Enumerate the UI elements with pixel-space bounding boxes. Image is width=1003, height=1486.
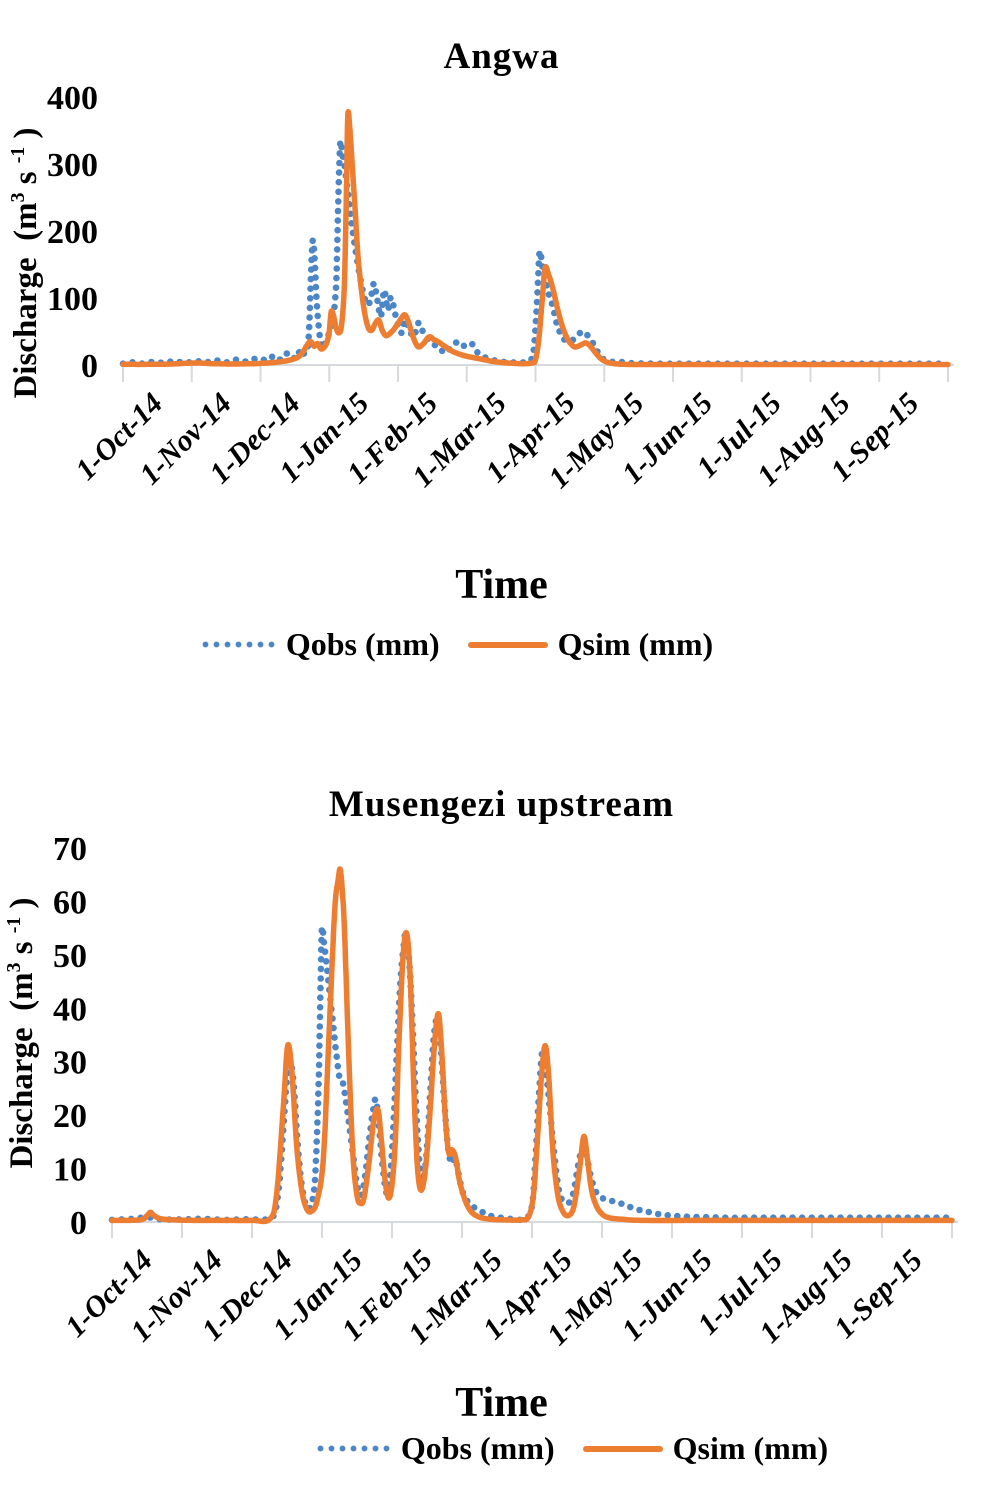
x-axis bbox=[111, 1221, 958, 1238]
y-tick-label: 60 bbox=[53, 884, 87, 921]
y-tick-label: 70 bbox=[53, 831, 87, 868]
plot-area: 0 100 200 300 400 1-Oct-141-Nov-141-Dec-141-J… bbox=[47, 80, 954, 495]
qobs-dots-series bbox=[108, 927, 950, 1224]
x-axis-tick-labels: 1-Oct-141-Nov-141-Dec-141-Jan-151-Feb-15… bbox=[69, 387, 925, 495]
legend-item-qsim: Qsim (mm) bbox=[467, 626, 714, 663]
qsim-line-series bbox=[109, 866, 955, 1225]
y-tick-label: 30 bbox=[53, 1045, 87, 1082]
qsim-line-marker-icon bbox=[582, 1445, 663, 1452]
legend-label-qobs: Qobs (mm) bbox=[400, 1430, 555, 1466]
y-tick-label: 50 bbox=[53, 938, 87, 975]
x-axis-tick-labels: 1-Oct-141-Nov-141-Dec-141-Jan-151-Feb-15… bbox=[59, 1244, 929, 1352]
legend-label-qobs: Qobs (mm) bbox=[285, 626, 440, 662]
y-tick-label: 10 bbox=[53, 1152, 87, 1189]
x-axis-title: Time bbox=[455, 562, 548, 608]
chart-title: Musengezi upstream bbox=[328, 783, 675, 825]
chart-angwa: Angwa Discharge (m3 s -1 ) 0 100 200 300 400… bbox=[0, 35, 958, 663]
x-axis bbox=[122, 364, 954, 382]
legend-item-qobs: Qobs (mm) bbox=[199, 626, 440, 663]
legend: Qobs (mm) Qsim (mm) bbox=[0, 626, 958, 663]
qsim-line-series bbox=[120, 108, 951, 368]
y-tick-label: 100 bbox=[47, 281, 98, 318]
legend-label-qsim: Qsim (mm) bbox=[557, 626, 714, 662]
chart-title: Angwa bbox=[443, 35, 560, 77]
y-axis-tick-labels: 0 100 200 300 400 bbox=[47, 80, 98, 385]
y-axis-tick-labels: 0 10 20 30 40 50 60 70 bbox=[53, 831, 87, 1242]
legend-item-qsim: Qsim (mm) bbox=[582, 1430, 829, 1467]
qobs-dotted-marker-icon bbox=[199, 640, 276, 649]
legend-item-qobs: Qobs (mm) bbox=[314, 1430, 555, 1467]
qobs-dotted-marker-icon bbox=[314, 1444, 391, 1453]
y-tick-label: 20 bbox=[53, 1098, 87, 1135]
y-tick-label: 400 bbox=[47, 80, 98, 117]
y-tick-label: 0 bbox=[81, 348, 98, 385]
qobs-dots-series bbox=[119, 140, 942, 368]
x-axis-title: Time bbox=[455, 1380, 548, 1426]
qsim-line-marker-icon bbox=[467, 641, 548, 648]
y-tick-label: 0 bbox=[70, 1205, 87, 1242]
legend: Qobs (mm) Qsim (mm) bbox=[70, 1430, 1003, 1467]
y-tick-label: 300 bbox=[47, 147, 98, 184]
chart-musengezi-upstream: Musengezi upstream Discharge (m3 s -1 ) … bbox=[0, 743, 1003, 1486]
plot-area: 0 10 20 30 40 50 60 70 1-Oct-141-Nov-141-Dec-141… bbox=[53, 831, 958, 1352]
y-tick-label: 200 bbox=[47, 214, 98, 251]
y-tick-label: 40 bbox=[53, 991, 87, 1028]
legend-label-qsim: Qsim (mm) bbox=[672, 1430, 829, 1466]
